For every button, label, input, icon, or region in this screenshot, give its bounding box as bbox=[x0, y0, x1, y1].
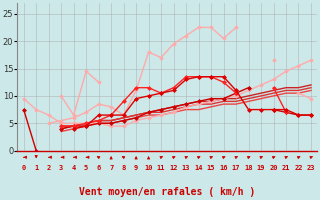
X-axis label: Vent moyen/en rafales ( km/h ): Vent moyen/en rafales ( km/h ) bbox=[79, 187, 255, 197]
